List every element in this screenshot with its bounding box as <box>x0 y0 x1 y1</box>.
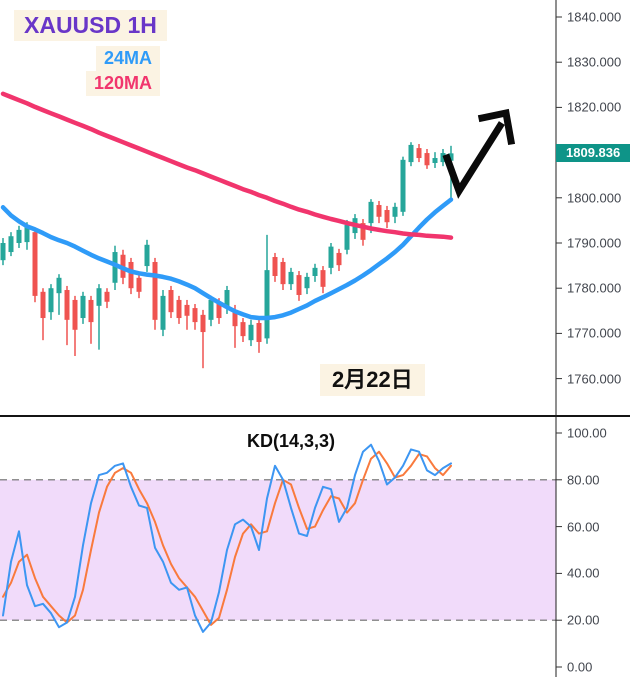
price-tick-label: 1840.000 <box>567 9 622 25</box>
ma24-line <box>0 197 454 321</box>
price-tick-label: 1820.000 <box>567 99 622 115</box>
ma24-legend-label: 24MA <box>95 46 160 71</box>
price-tick-label: 1800.000 <box>567 190 622 206</box>
indicator-title: KD(14,3,3) <box>247 431 336 451</box>
kd-tick-label: 20.00 <box>567 612 600 628</box>
kd-tick-label: 0.00 <box>567 659 593 675</box>
ma120-legend-label: 120MA <box>85 71 160 96</box>
last-price-label: 1809.836 <box>556 144 630 163</box>
date-annotation: 2月22日 <box>320 364 425 397</box>
price-tick-label: 1780.000 <box>567 280 622 296</box>
symbol-timeframe-label: XAUUSD 1H <box>14 10 167 42</box>
kd-tick-label: 60.00 <box>567 519 600 535</box>
price-tick-label: 1830.000 <box>567 54 622 70</box>
up-trend-arrow-icon <box>442 108 516 199</box>
kd-indicator-lines <box>2 443 452 633</box>
kd-tick-label: 80.00 <box>567 472 600 488</box>
axis-tick-marks <box>556 16 562 668</box>
ma120-line <box>0 91 454 240</box>
kd-tick-label: 40.00 <box>567 565 600 581</box>
candlestick-series <box>0 142 454 369</box>
kd-tick-label: 100.00 <box>567 425 607 441</box>
price-tick-label: 1770.000 <box>567 325 622 341</box>
price-tick-label: 1760.000 <box>567 371 622 387</box>
kd-overbought-oversold-band <box>0 479 556 621</box>
price-tick-label: 1790.000 <box>567 235 622 251</box>
